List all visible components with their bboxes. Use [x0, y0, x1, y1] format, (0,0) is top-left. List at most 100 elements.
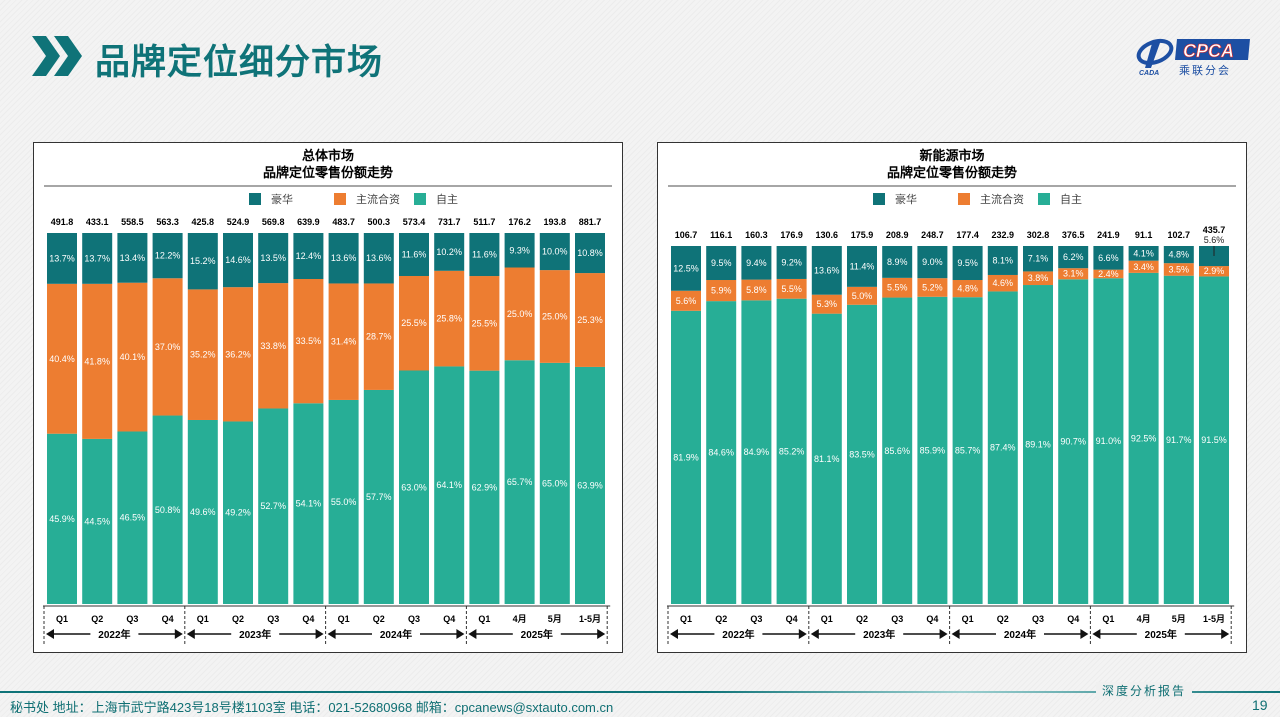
bar-segment	[847, 246, 877, 287]
category-label: Q1	[680, 614, 692, 624]
bar-segment	[1128, 260, 1159, 273]
bar-segment	[741, 300, 772, 604]
bar-segment	[152, 415, 183, 604]
data-label: 55.0%	[331, 497, 357, 507]
bar-total: 433.1	[86, 217, 109, 227]
arrow-right-icon	[798, 629, 807, 639]
bar-segment	[223, 421, 253, 604]
bar-segment	[706, 301, 737, 604]
arrow-left-icon	[327, 629, 336, 639]
nev-market-chart: 新能源市场 品牌定位零售份额走势 豪华 主流合资 自主 81.9% 5.6% 12.5% 106…	[657, 142, 1247, 653]
bar-total: 106.7	[675, 230, 698, 240]
bar-total: 524.9	[227, 217, 250, 227]
data-label: 92.5%	[1131, 433, 1157, 443]
bar-segment	[539, 362, 570, 604]
chevron-double-right-icon	[32, 36, 82, 76]
category-label: 5月	[548, 614, 562, 624]
legend-label: 豪华	[271, 192, 293, 206]
data-label: 5.6%	[1204, 235, 1225, 245]
data-label: 57.7%	[366, 492, 392, 502]
data-label: 33.5%	[296, 336, 322, 346]
bar-segment	[917, 246, 948, 279]
data-label: 9.2%	[781, 257, 802, 267]
data-label: 90.7%	[1060, 437, 1086, 447]
arrow-left-icon	[951, 629, 960, 639]
bar-segment	[187, 289, 218, 420]
bar-total: 232.9	[992, 230, 1015, 240]
data-label: 5.5%	[887, 283, 908, 293]
bar-segment	[706, 246, 737, 281]
legend-swatch	[958, 193, 970, 205]
data-label: 11.6%	[472, 250, 497, 260]
data-label: 5.3%	[817, 299, 838, 309]
bar-segment	[575, 273, 605, 367]
bar-segment	[539, 233, 570, 271]
bar-segment	[811, 246, 842, 295]
data-label: 4.8%	[1169, 250, 1190, 260]
bar-segment	[952, 246, 983, 281]
legend-label: 豪华	[895, 192, 917, 206]
bar-total: 102.7	[1168, 230, 1191, 240]
bar-segment	[47, 233, 77, 284]
bar-segment	[1058, 268, 1089, 280]
category-label: 4月	[1137, 614, 1151, 624]
data-label: 8.9%	[887, 257, 908, 267]
bar-segment	[82, 283, 113, 439]
bar-segment	[671, 246, 701, 291]
bar-segment	[575, 233, 605, 274]
data-label: 54.1%	[296, 499, 322, 509]
arrow-right-icon	[1080, 629, 1089, 639]
data-label: 25.5%	[401, 318, 427, 328]
bar-segment	[1093, 246, 1124, 270]
category-label: 1-5月	[1203, 614, 1225, 624]
bar-segment	[539, 270, 570, 363]
bar-segment	[363, 233, 394, 284]
data-label: 25.0%	[507, 309, 533, 319]
category-label: Q2	[232, 614, 244, 624]
bar-segment	[1023, 271, 1053, 286]
bar-segment	[434, 366, 465, 604]
data-label: 11.4%	[850, 261, 875, 271]
svg-text:乘联分会: 乘联分会	[1179, 64, 1231, 77]
bar-total: 302.8	[1027, 230, 1050, 240]
category-label: Q3	[750, 614, 762, 624]
category-label: Q3	[408, 614, 420, 624]
category-label: Q4	[1067, 614, 1079, 624]
bar-segment	[258, 283, 289, 409]
bar-segment	[399, 233, 429, 276]
data-label: 91.5%	[1201, 435, 1227, 445]
bar-segment	[258, 408, 289, 604]
bar-total: 639.9	[297, 217, 320, 227]
bar-total: 881.7	[579, 217, 602, 227]
data-label: 9.3%	[509, 245, 530, 255]
bar-segment	[152, 278, 183, 416]
bar-segment	[882, 246, 913, 278]
bar-total: 176.9	[780, 230, 803, 240]
bar-total: 435.7	[1203, 225, 1226, 235]
data-label: 40.1%	[120, 352, 146, 362]
bar-total: 175.9	[851, 230, 874, 240]
bar-segment	[223, 233, 253, 288]
footer-contact: 秘书处 地址：上海市武宁路423号18号楼1103室 电话：021-526809…	[10, 700, 614, 715]
legend-label: 主流合资	[980, 192, 1024, 206]
data-label: 91.0%	[1096, 436, 1122, 446]
data-label: 14.6%	[225, 255, 251, 265]
data-label: 15.2%	[190, 256, 216, 266]
data-label: 25.0%	[542, 311, 568, 321]
page-title: 品牌定位细分市场	[95, 43, 384, 82]
data-label: 49.2%	[225, 508, 251, 518]
bar-total: 573.4	[403, 217, 426, 227]
bar-segment	[434, 270, 465, 367]
data-label: 3.8%	[1028, 273, 1049, 283]
bar-total: 241.9	[1097, 230, 1120, 240]
bar-segment	[1199, 246, 1229, 267]
bar-segment	[706, 280, 737, 302]
data-label: 5.2%	[922, 282, 943, 292]
data-label: 5.5%	[781, 284, 802, 294]
bar-segment	[1093, 269, 1124, 279]
category-label: Q2	[997, 614, 1009, 624]
data-label: 10.0%	[542, 247, 568, 257]
bar-segment	[1058, 279, 1089, 604]
page-number: 19	[1252, 697, 1268, 713]
data-label: 9.5%	[711, 258, 732, 268]
